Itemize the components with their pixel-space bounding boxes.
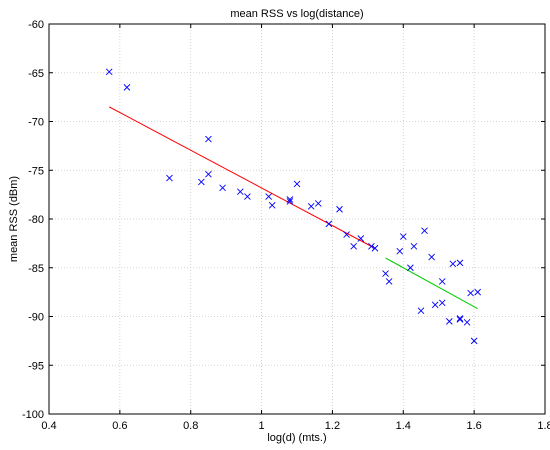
grid: [49, 24, 545, 414]
x-tick-label: 1.8: [537, 420, 550, 432]
data-point: [166, 174, 173, 182]
data-point: [198, 178, 205, 186]
data-point: [456, 315, 464, 322]
data-point: [417, 307, 425, 314]
data-point: [474, 288, 482, 296]
y-tick-label: -60: [28, 19, 44, 31]
data-point: [371, 244, 379, 252]
data-point: [307, 203, 315, 210]
x-tick-label: 0.6: [112, 420, 127, 432]
y-tick-labels: -100 -95 -90 -85 -80 -75 -70 -65 -60: [22, 19, 44, 421]
y-axis-label: mean RSS (dBm): [8, 176, 20, 262]
data-point: [410, 242, 418, 250]
data-point: [428, 253, 435, 261]
data-point: [357, 235, 365, 242]
data-point: [293, 180, 301, 188]
data-point: [265, 193, 272, 200]
x-tick-label: 1.6: [466, 420, 481, 432]
data-point: [467, 289, 474, 297]
data-point: [456, 316, 464, 323]
data-point: [368, 242, 375, 250]
y-tick-label: -75: [28, 165, 44, 177]
data-point: [205, 135, 212, 143]
y-tick-label: -100: [22, 409, 44, 421]
axis-ticks: [48, 23, 546, 415]
data-point: [219, 184, 226, 192]
data-point: [463, 319, 471, 326]
data-point: [438, 278, 446, 285]
fit-line: [385, 257, 478, 310]
x-tick-label: 0.4: [41, 420, 56, 432]
data-point: [123, 84, 131, 91]
data-point: [244, 193, 251, 200]
data-points: [105, 68, 482, 345]
data-point: [382, 270, 389, 277]
y-tick-label: -70: [28, 117, 44, 129]
data-point: [431, 301, 439, 309]
y-tick-label: -95: [28, 360, 44, 372]
data-point: [268, 202, 276, 209]
data-point: [205, 170, 212, 178]
x-tick-label: 0.8: [183, 420, 198, 432]
y-tick-label: -65: [28, 68, 44, 80]
data-point: [470, 337, 478, 345]
data-point: [449, 260, 457, 268]
y-tick-label: -80: [28, 214, 44, 226]
data-point: [446, 318, 453, 325]
data-point: [438, 299, 446, 307]
chart-title: mean RSS vs log(distance): [230, 8, 363, 20]
data-point: [343, 231, 350, 238]
x-tick-label: 1.4: [396, 420, 411, 432]
y-tick-label: -90: [28, 312, 44, 324]
data-point: [399, 233, 407, 240]
data-point: [407, 264, 414, 272]
x-axis-label: log(d) (mts.): [267, 432, 326, 444]
x-tick-label: 1: [259, 420, 265, 432]
data-point: [385, 278, 393, 285]
data-point: [236, 188, 244, 196]
y-tick-label: -85: [28, 263, 44, 275]
data-point: [456, 259, 464, 267]
x-tick-label: 1.2: [325, 420, 340, 432]
data-point: [314, 200, 322, 207]
fit-lines: [108, 106, 478, 310]
data-point: [421, 227, 428, 235]
data-point: [325, 220, 333, 228]
data-point: [350, 242, 358, 250]
data-point: [396, 247, 404, 255]
data-point: [336, 205, 343, 213]
data-point: [105, 68, 113, 76]
fit-line: [108, 106, 376, 249]
data-point: [286, 198, 294, 205]
x-tick-labels: 0.4 0.6 0.8 1 1.2 1.4 1.6 1.8: [41, 420, 550, 432]
data-point: [286, 196, 294, 203]
